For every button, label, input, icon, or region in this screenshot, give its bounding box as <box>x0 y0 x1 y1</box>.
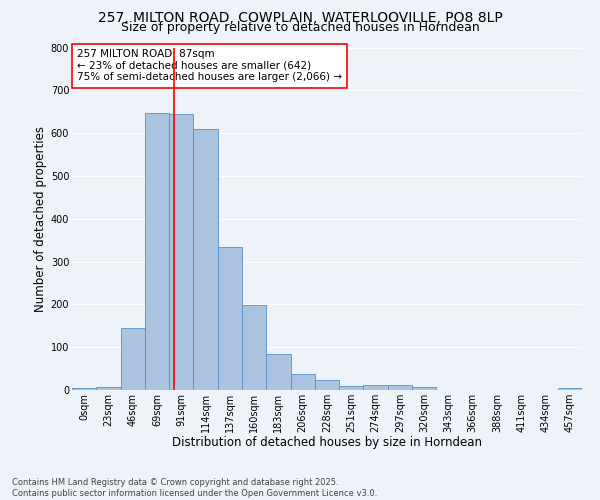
Text: 257, MILTON ROAD, COWPLAIN, WATERLOOVILLE, PO8 8LP: 257, MILTON ROAD, COWPLAIN, WATERLOOVILL… <box>98 11 502 25</box>
Bar <box>193 129 218 390</box>
Bar <box>121 328 145 390</box>
Bar <box>364 385 388 390</box>
Bar <box>218 246 242 390</box>
Bar <box>266 354 290 390</box>
Text: 257 MILTON ROAD: 87sqm
← 23% of detached houses are smaller (642)
75% of semi-de: 257 MILTON ROAD: 87sqm ← 23% of detached… <box>77 49 342 82</box>
Bar <box>169 114 193 390</box>
Bar <box>558 388 582 390</box>
Bar <box>388 386 412 390</box>
Bar <box>339 386 364 390</box>
X-axis label: Distribution of detached houses by size in Horndean: Distribution of detached houses by size … <box>172 436 482 450</box>
Text: Contains HM Land Registry data © Crown copyright and database right 2025.
Contai: Contains HM Land Registry data © Crown c… <box>12 478 377 498</box>
Bar <box>315 380 339 390</box>
Bar <box>72 388 96 390</box>
Y-axis label: Number of detached properties: Number of detached properties <box>34 126 47 312</box>
Bar <box>412 386 436 390</box>
Text: Size of property relative to detached houses in Horndean: Size of property relative to detached ho… <box>121 21 479 34</box>
Bar <box>290 374 315 390</box>
Bar <box>242 305 266 390</box>
Bar <box>145 112 169 390</box>
Bar <box>96 386 121 390</box>
